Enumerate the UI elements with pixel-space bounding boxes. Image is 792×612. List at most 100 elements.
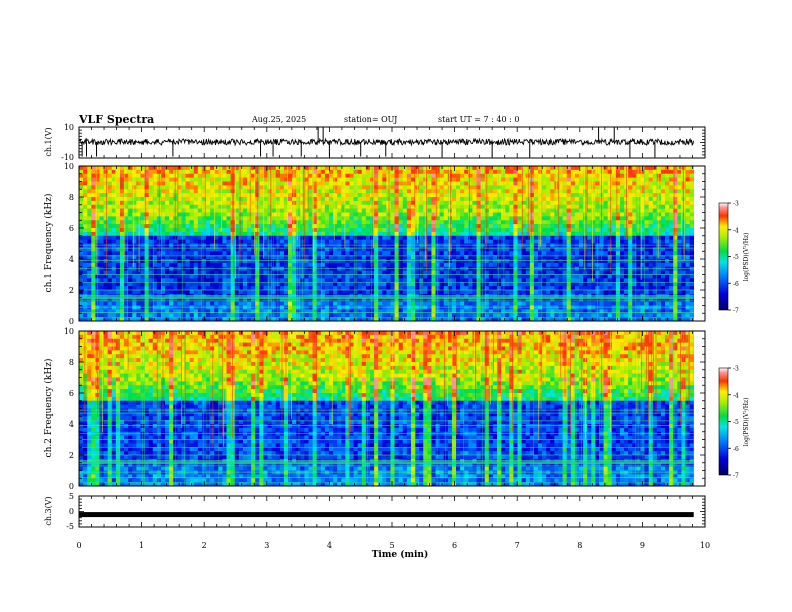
spectrogram-cell xyxy=(177,185,182,190)
spectrogram-cell xyxy=(124,266,129,271)
spectrogram-cell xyxy=(87,166,92,171)
spectrogram-cell xyxy=(144,177,149,182)
spectrogram-cell xyxy=(148,224,154,229)
spectrogram-cell xyxy=(591,239,596,244)
spectrogram-cell xyxy=(193,197,199,202)
spectrogram-cell xyxy=(132,185,137,190)
spectrogram-cell xyxy=(234,169,240,175)
spectrogram-cell xyxy=(378,208,383,213)
spectrogram-cell xyxy=(226,290,231,295)
spectrogram-cell xyxy=(353,259,358,264)
spectrogram-cell xyxy=(312,166,317,171)
spectrogram-cell xyxy=(427,259,432,264)
spectrogram-cell xyxy=(234,224,240,229)
spectrogram-cell xyxy=(353,169,358,175)
spectrogram-cell xyxy=(689,216,695,221)
spectrogram-cell xyxy=(242,286,248,291)
spectrogram-cell xyxy=(312,224,317,229)
spectrogram-cell xyxy=(410,274,416,279)
spectrogram-cell xyxy=(566,208,572,213)
spectrogram-cell xyxy=(185,212,190,217)
spectrogram-cell xyxy=(152,193,158,198)
spectrogram-cell xyxy=(652,204,658,209)
spectrogram-cell xyxy=(222,243,227,248)
spectrogram-cell xyxy=(542,259,547,264)
spectrogram-cell xyxy=(259,208,264,213)
spectrogram-cell xyxy=(341,177,346,182)
spectrogram-cell xyxy=(476,231,481,237)
spectrogram-cell xyxy=(415,274,420,279)
spectrogram-cell xyxy=(591,208,596,213)
spectrogram-cell xyxy=(349,228,354,233)
spectrogram-cell xyxy=(656,197,662,202)
spectrogram-cell xyxy=(431,208,436,213)
spectrogram-cell xyxy=(218,243,223,248)
spectrogram-cell xyxy=(189,220,195,225)
spectrogram-cell xyxy=(607,189,613,194)
spectrogram-cell xyxy=(320,282,326,287)
spectrogram-cell xyxy=(259,189,264,194)
spectrogram-cell xyxy=(665,243,670,248)
spectrogram-cell xyxy=(218,208,223,213)
spectrogram-cell xyxy=(521,282,527,287)
spectrogram-cell xyxy=(542,185,547,190)
spectrogram-cell xyxy=(476,255,481,260)
spectrogram-cell xyxy=(193,173,199,178)
spectrogram-cell xyxy=(431,259,436,264)
spectrogram-cell xyxy=(591,204,596,209)
spectrogram-cell xyxy=(513,255,518,260)
spectrogram-cell xyxy=(628,270,633,275)
spectrogram-cell xyxy=(431,216,436,221)
spectrogram-cell xyxy=(546,255,551,260)
spectrogram-cell xyxy=(517,262,522,268)
spectrogram-cell xyxy=(644,231,649,237)
spectrogram-cell xyxy=(365,173,371,178)
spectrogram-cell xyxy=(587,193,592,198)
spectrogram-cell xyxy=(271,262,277,268)
spectrogram-cell xyxy=(271,278,277,283)
spectrogram-cell xyxy=(583,247,588,252)
spectrogram-cell xyxy=(394,193,399,198)
spectrogram-cell xyxy=(365,270,371,275)
spectrogram-cell xyxy=(99,266,104,271)
spectrogram-cell xyxy=(316,282,322,287)
spectrogram-cell xyxy=(259,166,264,171)
spectrogram-cell xyxy=(619,177,625,182)
spectrogram-cell xyxy=(669,216,674,221)
spectrogram-cell xyxy=(201,286,207,291)
spectrogram-cell xyxy=(119,216,125,221)
spectrogram-cell xyxy=(206,274,211,279)
spectrogram-cell xyxy=(451,193,457,198)
spectrogram-cell xyxy=(562,212,567,217)
spectrogram-cell xyxy=(468,166,473,171)
spectrogram-cell xyxy=(111,286,117,291)
spectrogram-cell xyxy=(197,181,203,186)
spectrogram-cell xyxy=(447,266,453,271)
spectrogram-cell xyxy=(189,259,195,264)
spectrogram-cell xyxy=(140,228,145,233)
spectrogram-cell xyxy=(501,266,506,271)
spectrogram-cell xyxy=(136,278,141,283)
spectrogram-cell xyxy=(685,259,690,264)
spectrogram-cell xyxy=(156,255,162,260)
spectrogram-cell xyxy=(189,197,195,202)
spectrogram-cell xyxy=(410,204,416,209)
spectrogram-cell xyxy=(673,169,678,175)
spectrogram-cell xyxy=(288,169,293,175)
spectrogram-cell xyxy=(361,181,367,186)
spectrogram-cell xyxy=(529,224,535,229)
spectrogram-cell xyxy=(415,251,420,256)
spectrogram-cell xyxy=(472,185,477,190)
spectrogram-cell xyxy=(345,220,350,225)
spectrogram-cell xyxy=(119,185,125,190)
spectrogram-cell xyxy=(439,235,445,240)
start-ut-label: start UT = 7 : 40 : 0 xyxy=(438,115,520,124)
spectrogram-cell xyxy=(542,255,547,260)
spectrogram-cell xyxy=(308,181,313,186)
spectrogram-cell xyxy=(107,231,113,237)
spectrogram-cell xyxy=(103,251,108,256)
spectrogram-cell xyxy=(415,259,420,264)
spectrogram-cell xyxy=(132,193,137,198)
spectrogram-cell xyxy=(583,204,588,209)
spectrogram-cell xyxy=(415,286,420,291)
